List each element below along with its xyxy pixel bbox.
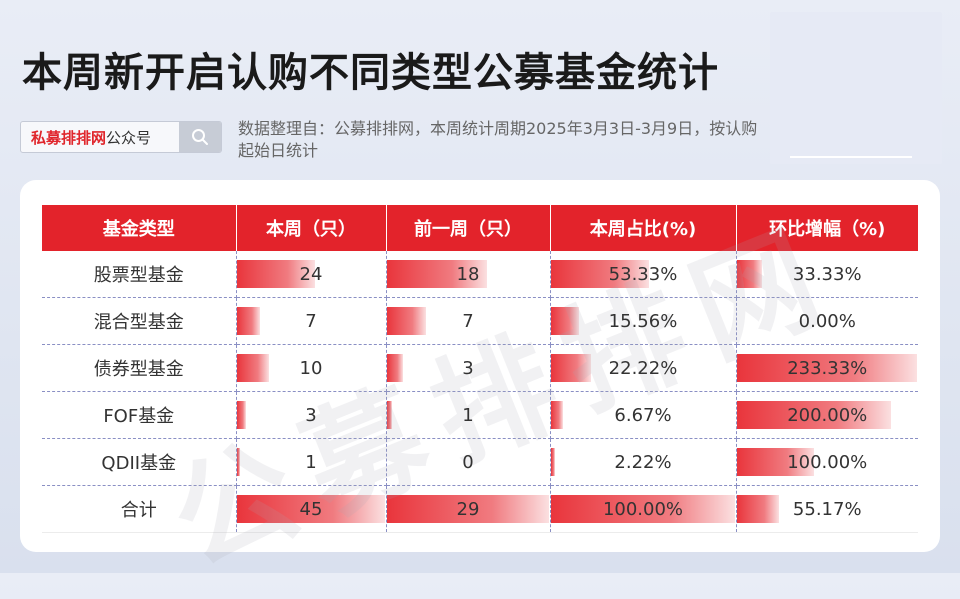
bar-this-week	[236, 354, 270, 382]
bar-share	[550, 307, 580, 335]
value-prev-week: 7	[462, 310, 474, 332]
bar-prev-week	[386, 307, 426, 335]
divider	[790, 156, 912, 158]
cell-change: 0.00%	[736, 297, 918, 345]
cell-fund-type: QDII基金	[42, 438, 237, 486]
search-button[interactable]	[179, 122, 221, 152]
bar-change	[736, 448, 814, 476]
cell-change: 100.00%	[736, 438, 918, 486]
value-this-week: 3	[305, 404, 317, 426]
cell-share: 6.67%	[550, 391, 737, 439]
bar-this-week	[236, 448, 240, 476]
value-prev-week: 3	[462, 357, 474, 379]
cell-fund-type: 合计	[42, 485, 237, 533]
bar-change	[736, 260, 763, 288]
search-suffix: 公众号	[106, 128, 152, 147]
value-prev-week: 18	[456, 263, 480, 285]
source-description: 数据整理自：公募排排网，本周统计周期2025年3月3日-3月9日，按认购起始日统…	[238, 119, 758, 160]
value-change: 200.00%	[787, 404, 868, 426]
bar-prev-week	[386, 401, 393, 429]
cell-prev-week: 0	[386, 438, 551, 486]
cell-this-week: 3	[236, 391, 387, 439]
fund-stats-table: 基金类型 本周（只） 前一周（只） 本周占比(%) 环比增幅（%) 股票型基金 2…	[42, 205, 918, 533]
cell-this-week: 1	[236, 438, 387, 486]
bar-this-week	[236, 307, 260, 335]
bar-share	[550, 495, 735, 523]
value-change: 33.33%	[792, 263, 862, 285]
bar-prev-week	[386, 354, 404, 382]
value-share: 2.22%	[614, 451, 672, 473]
value-change: 0.00%	[798, 310, 856, 332]
value-share: 53.33%	[608, 263, 678, 285]
header-fund-type: 基金类型	[42, 205, 237, 251]
value-share: 6.67%	[614, 404, 672, 426]
bar-prev-week	[386, 260, 488, 288]
image-placeholder	[770, 12, 942, 164]
value-share: 15.56%	[608, 310, 678, 332]
header-share: 本周占比(%)	[550, 205, 737, 251]
bar-change	[736, 495, 780, 523]
bar-this-week	[236, 401, 247, 429]
cell-share: 100.00%	[550, 485, 737, 533]
search-icon	[192, 129, 208, 145]
value-this-week: 10	[299, 357, 323, 379]
cell-share: 53.33%	[550, 251, 737, 298]
value-share: 22.22%	[608, 357, 678, 379]
bar-share	[550, 448, 555, 476]
cell-this-week: 24	[236, 251, 387, 298]
value-change: 55.17%	[792, 498, 862, 520]
page-title: 本周新开启认购不同类型公募基金统计	[22, 50, 719, 96]
search-brand: 私募排排网	[31, 128, 107, 147]
value-share: 100.00%	[602, 498, 684, 520]
value-change: 233.33%	[787, 357, 868, 379]
cell-change: 233.33%	[736, 344, 918, 392]
value-prev-week: 1	[462, 404, 474, 426]
value-this-week: 24	[299, 263, 323, 285]
header-this-week: 本周（只）	[236, 205, 387, 251]
cell-share: 22.22%	[550, 344, 737, 392]
bar-change	[736, 354, 917, 382]
cell-prev-week: 1	[386, 391, 551, 439]
table-row: 股票型基金 24 18 53.33% 33.33%	[42, 251, 918, 298]
cell-change: 33.33%	[736, 251, 918, 298]
cell-this-week: 10	[236, 344, 387, 392]
bar-change	[736, 401, 891, 429]
cell-fund-type: 混合型基金	[42, 297, 237, 345]
table-row: 混合型基金 7 7 15.56% 0.00%	[42, 297, 918, 345]
bar-share	[550, 260, 649, 288]
value-prev-week: 0	[462, 451, 474, 473]
bar-this-week	[236, 495, 385, 523]
value-this-week: 7	[305, 310, 317, 332]
bar-share	[550, 401, 563, 429]
cell-this-week: 45	[236, 485, 387, 533]
header-change: 环比增幅（%)	[736, 205, 918, 251]
cell-share: 15.56%	[550, 297, 737, 345]
table-row: QDII基金 1 0 2.22% 100.00%	[42, 438, 918, 486]
value-change: 100.00%	[787, 451, 868, 473]
cell-prev-week: 3	[386, 344, 551, 392]
value-this-week: 45	[299, 498, 323, 520]
bar-prev-week	[386, 495, 549, 523]
cell-prev-week: 29	[386, 485, 551, 533]
table-row: 债券型基金 10 3 22.22% 233.33%	[42, 344, 918, 392]
bar-this-week	[236, 260, 316, 288]
cell-this-week: 7	[236, 297, 387, 345]
cell-fund-type: 股票型基金	[42, 251, 237, 298]
header-row: 基金类型 本周（只） 前一周（只） 本周占比(%) 环比增幅（%)	[42, 205, 918, 251]
bar-share	[550, 354, 592, 382]
cell-prev-week: 7	[386, 297, 551, 345]
cell-fund-type: 债券型基金	[42, 344, 237, 392]
table-row: FOF基金 3 1 6.67% 200.00%	[42, 391, 918, 439]
cell-change: 55.17%	[736, 485, 918, 533]
cell-fund-type: FOF基金	[42, 391, 237, 439]
value-this-week: 1	[305, 451, 317, 473]
cell-share: 2.22%	[550, 438, 737, 486]
cell-prev-week: 18	[386, 251, 551, 298]
value-prev-week: 29	[456, 498, 480, 520]
table-row: 合计 45 29 100.00% 55.17%	[42, 485, 918, 533]
search-box[interactable]: 私募排排网 公众号	[20, 121, 222, 153]
header-prev-week: 前一周（只）	[386, 205, 551, 251]
cell-change: 200.00%	[736, 391, 918, 439]
